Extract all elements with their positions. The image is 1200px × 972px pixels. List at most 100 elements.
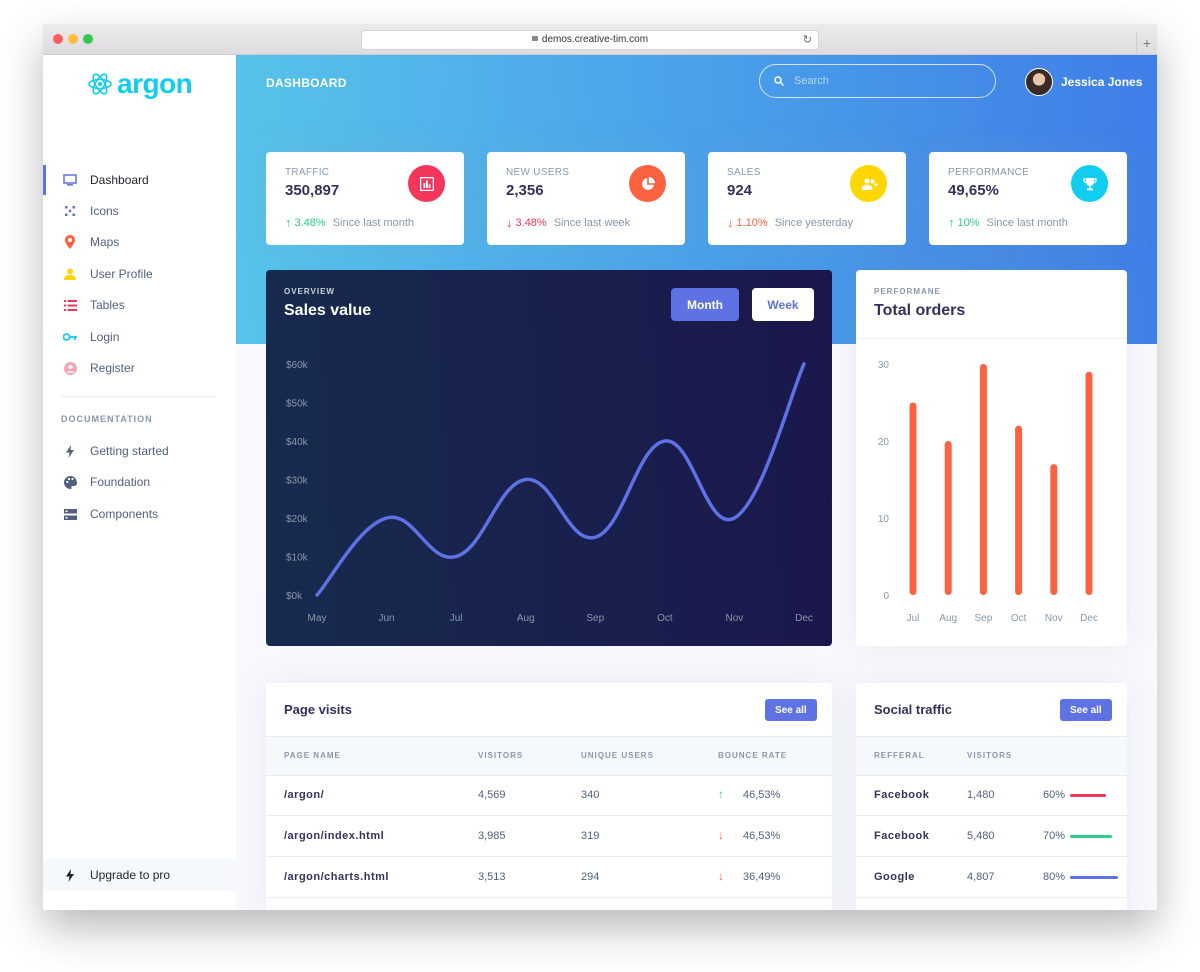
monitor-icon <box>63 173 77 187</box>
stat-card-traffic: TRAFFIC 350,897 ↑ 3.48% Since last month <box>266 152 464 245</box>
list-icon <box>63 298 77 312</box>
unique-users-cell: 294 <box>581 871 600 883</box>
page-name-cell: /argon/charts.html <box>284 871 389 883</box>
sidebar-item-label: Register <box>90 361 135 375</box>
sidebar-item-getting-started[interactable]: Getting started <box>43 436 236 466</box>
maximize-window-button[interactable] <box>83 34 93 44</box>
page-name-cell: /argon/index.html <box>284 830 385 842</box>
close-window-button[interactable] <box>53 34 63 44</box>
sidebar-item-login[interactable]: Login <box>43 322 236 352</box>
bolt-icon <box>63 868 77 882</box>
week-button[interactable]: Week <box>752 288 814 321</box>
pin-icon <box>63 235 77 249</box>
total-orders-card: PERFORMANE Total orders 0 10 20 30 Jul Aug Sep… <box>856 270 1127 646</box>
sidebar-item-components[interactable]: Components <box>43 499 236 529</box>
referral-cell: Facebook <box>874 789 930 801</box>
y-tick-label: 20 <box>878 437 890 448</box>
arrow-up-icon: ↑ <box>948 215 955 230</box>
page-title[interactable]: DASHBOARD <box>266 76 347 90</box>
stat-value: 350,897 <box>285 182 340 199</box>
stat-since: Since yesterday <box>774 216 853 229</box>
x-tick-label: Oct <box>657 613 673 624</box>
stat-card-performance: PERFORMANCE 49,65% ↑ 10% Since last mont… <box>929 152 1127 245</box>
stat-change-value: 3.48% <box>294 216 326 229</box>
month-button[interactable]: Month <box>671 288 739 321</box>
stat-change-value: 1.10% <box>736 216 768 229</box>
see-all-button[interactable]: See all <box>765 699 817 721</box>
reload-icon[interactable]: ↻ <box>802 34 812 46</box>
social-traffic-card: Social traffic See all REFFERAL VISITORS… <box>856 683 1127 910</box>
y-tick-label: 10 <box>878 514 890 525</box>
sidebar-item-label: Icons <box>90 204 119 218</box>
stat-label: TRAFFIC <box>285 167 330 178</box>
bar <box>979 364 987 595</box>
progress-bar <box>1070 794 1106 797</box>
minimize-window-button[interactable] <box>68 34 78 44</box>
visitors-cell: 3,513 <box>478 871 506 883</box>
bounce-rate-cell: 46,53% <box>743 789 781 801</box>
stat-card-new-users: NEW USERS 2,356 ↓ 3.48% Since last week <box>487 152 685 245</box>
sidebar-item-label: Dashboard <box>90 173 149 187</box>
arrow-up-icon: ↑ <box>285 215 292 230</box>
circle-user-icon <box>63 361 77 375</box>
sidebar-item-dashboard[interactable]: Dashboard <box>43 165 239 195</box>
user-menu[interactable]: Jessica Jones <box>1025 68 1142 96</box>
stat-change: ↓ 1.10% Since yesterday <box>727 215 853 230</box>
x-tick-label: Aug <box>939 613 957 624</box>
x-tick-label: Oct <box>1011 613 1027 624</box>
sidebar-item-foundation[interactable]: Foundation <box>43 467 236 497</box>
bar <box>1015 425 1023 595</box>
upgrade-label: Upgrade to pro <box>90 868 171 882</box>
y-tick-label: 30 <box>878 360 890 371</box>
visitors-cell: 4,569 <box>478 789 506 801</box>
stat-since: Since last week <box>553 216 631 229</box>
planet-icon <box>63 204 77 218</box>
column-header: BOUNCE RATE <box>718 751 788 760</box>
y-tick-label: 0 <box>883 591 889 602</box>
percent-cell: 60% <box>1043 789 1066 801</box>
x-tick-label: Dec <box>795 613 813 624</box>
sales-series-line <box>315 362 806 597</box>
x-tick-label: Sep <box>586 613 604 624</box>
upgrade-to-pro-link[interactable]: Upgrade to pro <box>43 859 236 891</box>
sidebar-item-register[interactable]: Register <box>43 353 236 383</box>
key-icon <box>63 330 77 344</box>
x-tick-label: May <box>308 613 327 624</box>
search-icon <box>774 76 784 86</box>
sidebar-item-user-profile[interactable]: User Profile <box>43 259 236 289</box>
x-tick-label: Sep <box>975 613 993 624</box>
unique-users-cell: 340 <box>581 789 600 801</box>
new-tab-button[interactable]: + <box>1136 32 1157 54</box>
sidebar-item-tables[interactable]: Tables <box>43 290 236 320</box>
sidebar-item-label: Getting started <box>90 444 169 458</box>
search-input[interactable] <box>792 74 976 88</box>
user-name: Jessica Jones <box>1061 75 1143 89</box>
arrow-down-icon: ↓ <box>718 828 724 842</box>
see-all-button[interactable]: See all <box>1060 699 1112 721</box>
sales-line-chart: $0k $10k $20k $30k $40k $50k $60k May Jun Jul Aug S… <box>286 360 813 624</box>
sidebar-item-icons[interactable]: Icons <box>43 196 236 226</box>
stat-label: SALES <box>727 167 761 178</box>
bar <box>944 441 952 595</box>
brand-logo[interactable]: argon <box>87 67 193 101</box>
x-tick-label: Jun <box>379 613 395 624</box>
bounce-rate-cell: 36,49% <box>743 871 781 883</box>
visitors-cell: 5,480 <box>967 830 995 842</box>
y-tick-label: $10k <box>286 553 309 564</box>
stat-value: 924 <box>727 182 753 199</box>
search-box[interactable] <box>759 64 996 98</box>
sidebar-item-maps[interactable]: Maps <box>43 227 236 257</box>
address-bar[interactable]: demos.creative-tim.com ↻ <box>361 30 819 50</box>
y-tick-label: $60k <box>286 360 309 371</box>
components-icon <box>63 507 77 521</box>
column-header: UNIQUE USERS <box>581 751 654 760</box>
referral-cell: Google <box>874 871 915 883</box>
table-row: /argon/charts.html 3,513 294 ↓ 36,49% <box>266 856 832 898</box>
avatar[interactable] <box>1025 68 1053 96</box>
stat-label: NEW USERS <box>506 167 570 178</box>
sidebar-item-label: Login <box>90 330 120 344</box>
x-tick-label: Nov <box>726 613 744 624</box>
url-text: demos.creative-tim.com <box>541 34 649 45</box>
sidebar-divider <box>61 396 216 397</box>
browser-window: demos.creative-tim.com ↻ + argon Dashboa… <box>43 24 1157 910</box>
